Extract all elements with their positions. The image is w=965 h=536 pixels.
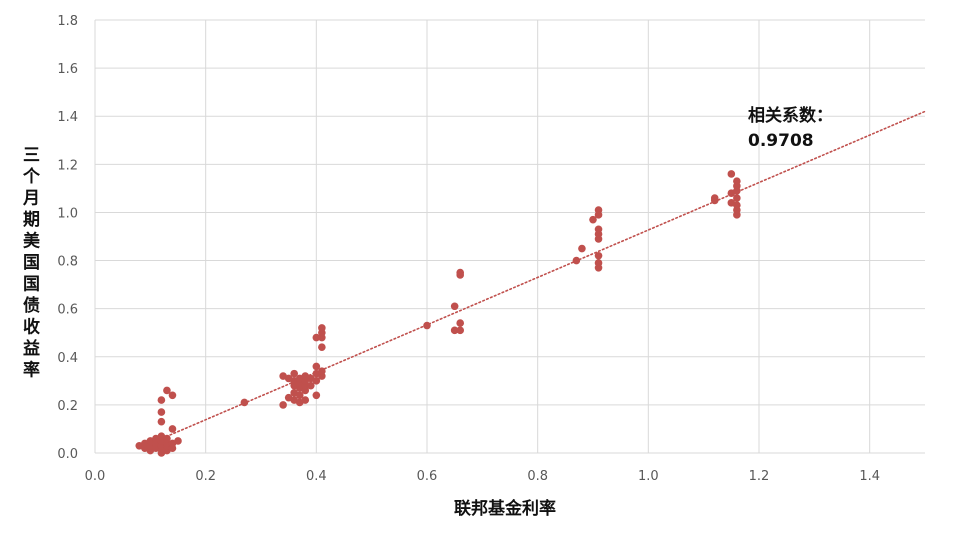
data-point: [456, 326, 465, 335]
x-tick-label: 1.4: [859, 469, 880, 484]
data-point: [710, 194, 719, 202]
data-point: [290, 369, 299, 378]
data-points: [135, 170, 741, 457]
x-tick-label: 1.2: [749, 469, 770, 484]
y-tick-label: 0.2: [57, 399, 78, 414]
data-point: [572, 256, 581, 265]
correlation-label: 相关系数：: [748, 105, 833, 126]
x-tick-label: 0.2: [195, 469, 216, 484]
data-point: [157, 396, 166, 404]
data-point: [578, 244, 586, 253]
data-point: [594, 206, 603, 214]
y-tick-label: 1.0: [57, 206, 78, 221]
data-point: [301, 396, 310, 404]
y-axis-title: 三个月期美国国债收益率: [22, 146, 41, 381]
y-tick-label: 0.8: [57, 255, 78, 270]
data-point: [594, 251, 603, 260]
data-point: [312, 391, 321, 400]
y-tick-label: 0.0: [57, 447, 78, 462]
data-point: [450, 326, 459, 335]
data-point: [594, 259, 603, 267]
data-point: [733, 194, 741, 202]
data-point: [312, 333, 321, 342]
data-point: [157, 408, 166, 416]
data-point: [307, 381, 315, 390]
data-point: [594, 225, 603, 234]
data-point: [240, 398, 249, 407]
data-point: [168, 391, 177, 400]
grid-lines: [94, 19, 925, 454]
data-point: [279, 401, 287, 409]
data-point: [733, 201, 741, 210]
trend-line: [138, 110, 926, 449]
data-point: [318, 343, 326, 351]
y-tick-label: 1.6: [57, 62, 78, 77]
x-tick-label: 0.8: [527, 469, 548, 484]
data-point: [423, 321, 431, 330]
data-point: [456, 268, 465, 277]
data-point: [733, 177, 741, 185]
data-point: [163, 434, 171, 443]
x-tick-label: 1.0: [638, 469, 659, 484]
data-point: [163, 386, 171, 395]
data-point: [318, 324, 326, 332]
data-point: [312, 362, 321, 371]
y-tick-labels: 0.0 0.2 0.4 0.6 0.8 1.0 1.2 1.4 1.6 1.8: [57, 14, 78, 462]
data-point: [295, 391, 304, 400]
data-point: [157, 417, 166, 426]
y-tick-label: 1.4: [57, 110, 78, 125]
data-point: [456, 319, 465, 327]
data-point: [174, 437, 182, 445]
data-point: [318, 367, 326, 376]
correlation-value: 0.9708: [748, 131, 814, 151]
x-tick-label: 0.6: [417, 469, 438, 484]
y-tick-label: 0.6: [57, 303, 78, 318]
y-tick-label: 1.2: [57, 158, 78, 173]
x-axis-title: 联邦基金利率: [454, 498, 556, 519]
data-point: [312, 377, 321, 385]
x-tick-labels: 0.0 0.2 0.4 0.6 0.8 1.0 1.2 1.4: [85, 469, 880, 484]
data-point: [727, 170, 736, 178]
x-tick-label: 0.4: [306, 469, 327, 484]
y-tick-label: 0.4: [57, 351, 78, 366]
data-point: [589, 215, 597, 224]
data-point: [450, 302, 459, 311]
x-tick-label: 0.0: [85, 469, 106, 484]
y-tick-label: 1.8: [57, 14, 78, 29]
data-point: [168, 425, 177, 433]
